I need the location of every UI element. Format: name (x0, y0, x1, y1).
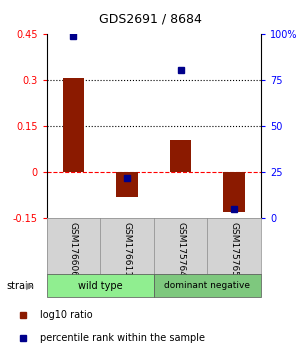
Text: GSM176611: GSM176611 (122, 222, 131, 277)
Text: wild type: wild type (78, 281, 122, 291)
Text: dominant negative: dominant negative (164, 281, 250, 290)
Text: GSM175764: GSM175764 (176, 222, 185, 277)
Text: strain: strain (6, 281, 34, 291)
Bar (224, 172, 245, 212)
Bar (63, 78, 84, 172)
Bar (116, 172, 138, 197)
Text: GDS2691 / 8684: GDS2691 / 8684 (99, 13, 201, 26)
Bar (154, 274, 261, 297)
Text: ▶: ▶ (26, 281, 33, 291)
Bar (170, 140, 191, 172)
Bar (46, 274, 154, 297)
Text: log10 ratio: log10 ratio (40, 309, 92, 320)
Text: GSM176606: GSM176606 (69, 222, 78, 277)
Text: percentile rank within the sample: percentile rank within the sample (40, 332, 205, 343)
Text: GSM175765: GSM175765 (230, 222, 239, 277)
